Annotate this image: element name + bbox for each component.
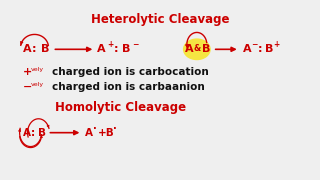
Text: −: − bbox=[252, 40, 258, 49]
Text: B: B bbox=[37, 128, 45, 138]
Text: B: B bbox=[41, 44, 49, 54]
Text: :: : bbox=[32, 44, 36, 54]
Text: charged ion is carbocation: charged ion is carbocation bbox=[52, 67, 209, 77]
Text: B: B bbox=[265, 44, 273, 54]
Text: Heterolytic Cleavage: Heterolytic Cleavage bbox=[91, 13, 229, 26]
Text: +: + bbox=[274, 40, 280, 49]
Text: vely: vely bbox=[31, 82, 44, 87]
Text: Homolytic Cleavage: Homolytic Cleavage bbox=[55, 101, 186, 114]
Text: +B: +B bbox=[98, 128, 115, 138]
Text: B: B bbox=[202, 44, 210, 54]
Text: A: A bbox=[85, 128, 93, 138]
Text: +: + bbox=[107, 40, 114, 49]
Text: −: − bbox=[132, 40, 139, 49]
Text: :: : bbox=[258, 44, 262, 54]
Text: vely: vely bbox=[31, 67, 44, 72]
Text: ·: · bbox=[113, 124, 117, 134]
Text: B: B bbox=[122, 44, 131, 54]
Text: A: A bbox=[23, 128, 31, 138]
Text: &: & bbox=[194, 44, 201, 53]
Text: :: : bbox=[31, 128, 35, 138]
Text: A: A bbox=[23, 44, 31, 54]
Text: A: A bbox=[97, 44, 106, 54]
Text: ·: · bbox=[93, 124, 97, 134]
Text: +: + bbox=[23, 67, 32, 77]
Text: A: A bbox=[185, 44, 194, 54]
Text: charged ion is carbaanion: charged ion is carbaanion bbox=[52, 82, 205, 92]
Ellipse shape bbox=[183, 38, 211, 60]
Text: :: : bbox=[114, 44, 119, 54]
Text: −: − bbox=[23, 82, 32, 92]
Text: A: A bbox=[243, 44, 251, 54]
